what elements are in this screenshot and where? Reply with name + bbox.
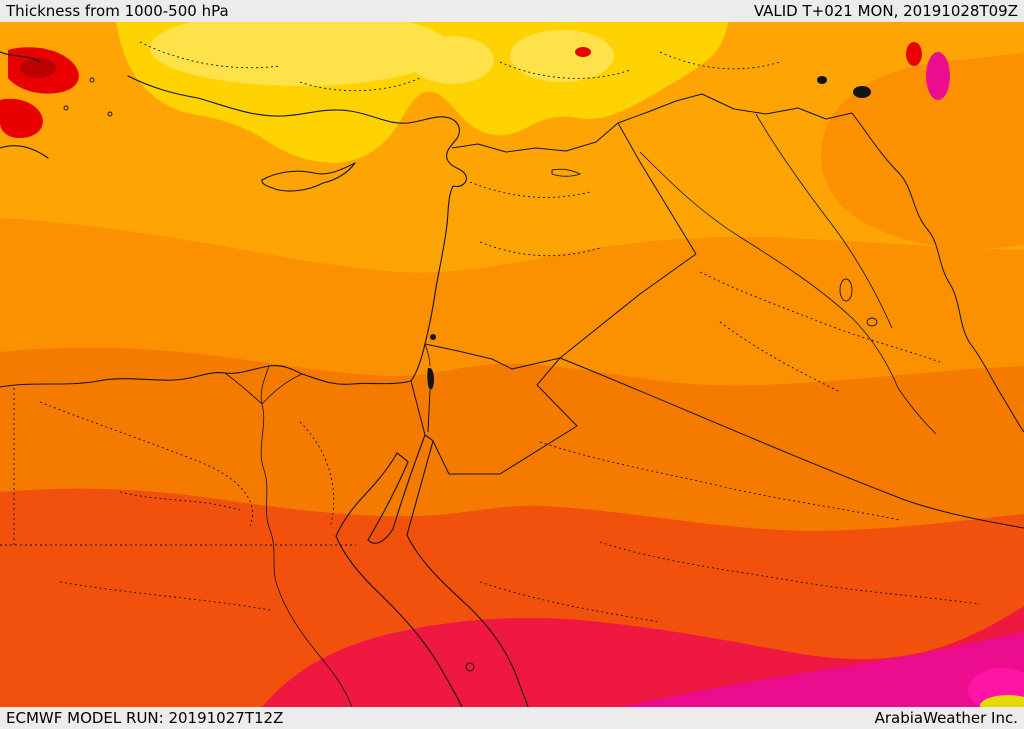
band-magenta bbox=[618, 632, 1024, 707]
coastline-mediterranean bbox=[0, 97, 467, 388]
band-yellow-bright-core-1 bbox=[150, 22, 450, 86]
admin-syria-2 bbox=[479, 241, 601, 257]
coastlines bbox=[0, 51, 529, 707]
thickness-map-svg bbox=[0, 22, 1024, 707]
coastline-gulf-suez-east bbox=[367, 461, 409, 541]
spot-dark-red-top-left bbox=[20, 58, 56, 78]
lake-dead-sea bbox=[427, 367, 434, 390]
header-bar: Thickness from 1000-500 hPa VALID T+021 … bbox=[0, 0, 1024, 22]
coastline-aegean-2 bbox=[0, 145, 49, 159]
coastline-turkey-west bbox=[127, 75, 199, 99]
island-aegean-3 bbox=[107, 111, 113, 117]
spot-corner-yellow bbox=[980, 695, 1024, 707]
admin-saudi-1 bbox=[539, 441, 901, 521]
rivers bbox=[224, 113, 937, 707]
border-syria-jordan bbox=[424, 343, 561, 370]
footer-bar: ECMWF MODEL RUN: 20191027T12Z ArabiaWeat… bbox=[0, 707, 1024, 729]
coastline-aegean-1 bbox=[0, 51, 41, 63]
border-israel-jordan bbox=[427, 389, 431, 433]
spot-red-top-right bbox=[906, 42, 922, 66]
coastline-gulf-aqaba-west bbox=[392, 434, 426, 530]
river-nile-delta-stem bbox=[260, 365, 270, 405]
border-turkey-syria bbox=[451, 122, 619, 153]
lake-habbaniyah bbox=[866, 317, 878, 327]
lake-tharthar bbox=[839, 278, 853, 302]
spot-red-top-center bbox=[575, 47, 591, 57]
valid-time-label: VALID T+021 MON, 20191028T09Z bbox=[753, 2, 1018, 20]
border-syria-iraq bbox=[617, 122, 697, 255]
island-aegean-1 bbox=[63, 105, 69, 111]
brand-label: ArabiaWeather Inc. bbox=[874, 709, 1018, 727]
admin-turkey-2 bbox=[299, 77, 421, 92]
admin-iraq-2 bbox=[719, 321, 841, 393]
lake-assad bbox=[551, 168, 582, 177]
coastline-gulf-suez-west bbox=[335, 452, 398, 537]
border-israel-egypt bbox=[410, 380, 426, 436]
country-borders bbox=[410, 93, 1024, 529]
spot-red-top-left-2 bbox=[0, 98, 43, 138]
river-nile-delta-east bbox=[261, 373, 303, 405]
admin-syria-1 bbox=[469, 181, 591, 198]
thickness-fill-bands bbox=[0, 22, 1024, 707]
lakes bbox=[427, 76, 878, 390]
coastline-sinai-tip bbox=[367, 528, 394, 544]
band-yellow-bright-core-3 bbox=[510, 30, 614, 82]
admin-sudan-1 bbox=[59, 581, 271, 611]
border-jordan-iraq bbox=[559, 253, 697, 359]
river-jordan bbox=[424, 343, 431, 367]
lake-van bbox=[853, 86, 871, 98]
admin-borders-dotted bbox=[0, 41, 981, 623]
spot-magenta-top-right bbox=[926, 52, 950, 100]
river-nile-delta-west bbox=[224, 372, 263, 405]
lake-turkey-small bbox=[817, 76, 827, 84]
river-euphrates bbox=[639, 151, 899, 389]
band-yellow-bright-core-2 bbox=[410, 36, 494, 84]
border-turkey-iraq bbox=[617, 93, 853, 124]
border-jordan-saudi bbox=[432, 357, 578, 475]
coastline-red-sea-west bbox=[335, 535, 463, 707]
border-saudi-iraq bbox=[559, 357, 1024, 529]
coastline-aqaba-head bbox=[424, 434, 434, 442]
admin-iraq-1 bbox=[699, 271, 941, 363]
island-red-sea bbox=[465, 662, 475, 672]
coastline-gulf-aqaba-east bbox=[406, 440, 434, 536]
river-tigris bbox=[755, 113, 893, 329]
map-title: Thickness from 1000-500 hPa bbox=[6, 2, 229, 20]
river-shatt-al-arab bbox=[897, 387, 937, 435]
admin-turkey-1 bbox=[139, 41, 281, 69]
weather-map-container bbox=[0, 22, 1024, 707]
coastline-suez-head bbox=[396, 452, 409, 463]
admin-egypt-1 bbox=[39, 401, 253, 527]
admin-egypt-2 bbox=[119, 491, 241, 511]
river-nile bbox=[260, 403, 353, 707]
coastline-red-sea-east bbox=[406, 534, 529, 707]
model-run-label: ECMWF MODEL RUN: 20191027T12Z bbox=[6, 709, 284, 727]
border-iraq-iran bbox=[851, 112, 1024, 433]
coastline-cyprus bbox=[261, 162, 356, 192]
island-aegean-2 bbox=[89, 77, 95, 83]
lake-galilee bbox=[430, 334, 436, 340]
band-orange-pocket-top-right bbox=[820, 52, 1024, 249]
